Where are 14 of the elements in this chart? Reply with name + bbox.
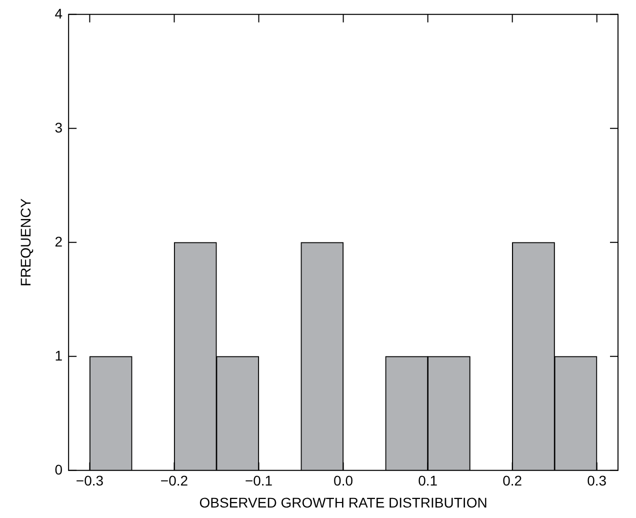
y-axis-title: FREQUENCY (17, 198, 34, 286)
y-tick-label: 2 (54, 233, 63, 250)
y-tick-label: 4 (54, 5, 63, 22)
y-tick-label: 1 (54, 347, 63, 364)
x-axis-title: OBSERVED GROWTH RATE DISTRIBUTION (199, 494, 488, 510)
x-tick-label: 0.2 (502, 472, 522, 489)
x-tick-label: −0.1 (244, 472, 273, 489)
y-tick-label: 3 (54, 119, 63, 136)
x-tick-label: −0.2 (160, 472, 188, 489)
y-tick-label: 0 (54, 461, 63, 478)
x-tick-label: 0.1 (418, 472, 438, 489)
x-tick-label: −0.3 (76, 472, 104, 489)
x-tick-label: 0.3 (587, 472, 607, 489)
x-tick-label: 0.0 (334, 472, 354, 489)
